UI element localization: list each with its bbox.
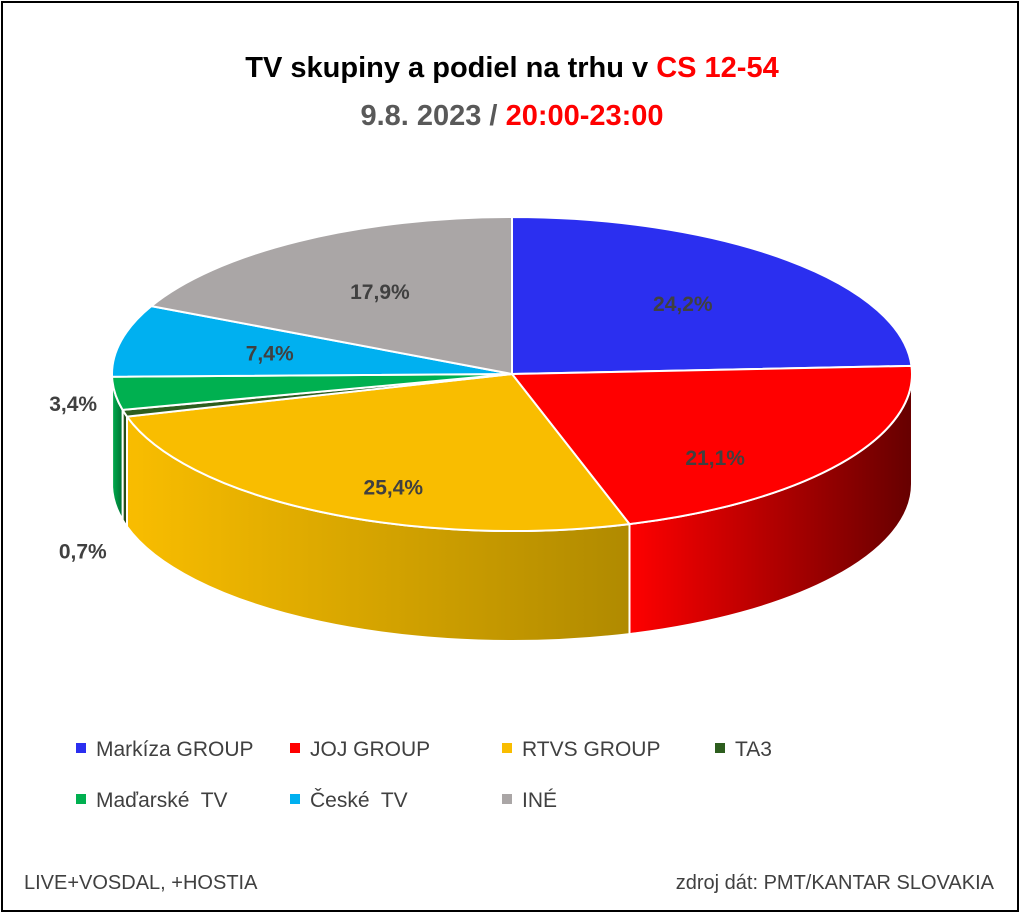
- data-label-joj-group: 21,1%: [685, 447, 745, 470]
- legend-label: INÉ: [522, 789, 558, 812]
- legend-swatch: [290, 794, 300, 805]
- legend-swatch: [502, 794, 512, 805]
- pie-slice-ceske-tv: [111, 305, 513, 378]
- chart-title: TV skupiny a podiel na trhu v CS 12-54: [0, 52, 1024, 85]
- subtitle-time-range: 20:00-23:00: [505, 100, 664, 132]
- title-text: TV skupiny a podiel na trhu v: [245, 52, 649, 84]
- legend-item-ta3: TA3: [715, 737, 772, 763]
- data-label-rtvs-group: 25,4%: [364, 477, 424, 500]
- legend-swatch: [76, 794, 86, 805]
- legend-swatch: [290, 743, 300, 754]
- legend-label: České TV: [310, 789, 408, 812]
- legend-label: Maďarské TV: [96, 789, 228, 812]
- legend-label: TA3: [735, 738, 772, 761]
- legend-swatch: [76, 743, 86, 754]
- pie-slice-rtvs-group: [125, 373, 631, 532]
- subtitle-date: 9.8. 2023 /: [360, 100, 498, 132]
- legend-item-markiza-group: Markíza GROUP: [76, 737, 254, 763]
- footnote-source: zdroj dát: PMT/KANTAR SLOVAKIA: [675, 872, 994, 894]
- footnote-methodology: LIVE+VOSDAL, +HOSTIA: [24, 872, 258, 894]
- legend-swatch: [715, 743, 725, 754]
- legend-item-madarske-tv: Maďarské TV: [76, 788, 228, 814]
- title-target-group: CS 12-54: [656, 52, 779, 84]
- legend-item-ceske-tv: České TV: [290, 788, 408, 814]
- data-label-ine: 17,9%: [350, 281, 410, 304]
- legend-item-joj-group: JOJ GROUP: [290, 737, 430, 763]
- data-label-markiza-group: 24,2%: [653, 293, 713, 316]
- pie-slice-ine: [150, 216, 513, 375]
- legend-item-rtvs-group: RTVS GROUP: [502, 737, 660, 763]
- legend-label: Markíza GROUP: [96, 738, 254, 761]
- chart-subtitle: 9.8. 2023 / 20:00-23:00: [0, 100, 1024, 133]
- data-label-ta3: 0,7%: [59, 541, 107, 564]
- legend-label: RTVS GROUP: [522, 738, 661, 761]
- pie-slice-joj-group: [511, 364, 913, 526]
- data-label-madarske-tv: 3,4%: [49, 393, 97, 416]
- data-label-ceske-tv: 7,4%: [246, 343, 294, 366]
- legend-label: JOJ GROUP: [310, 738, 431, 761]
- legend-item-ine: INÉ: [502, 788, 557, 814]
- pie-slice-markiza-group: [511, 216, 913, 375]
- legend-swatch: [502, 743, 512, 754]
